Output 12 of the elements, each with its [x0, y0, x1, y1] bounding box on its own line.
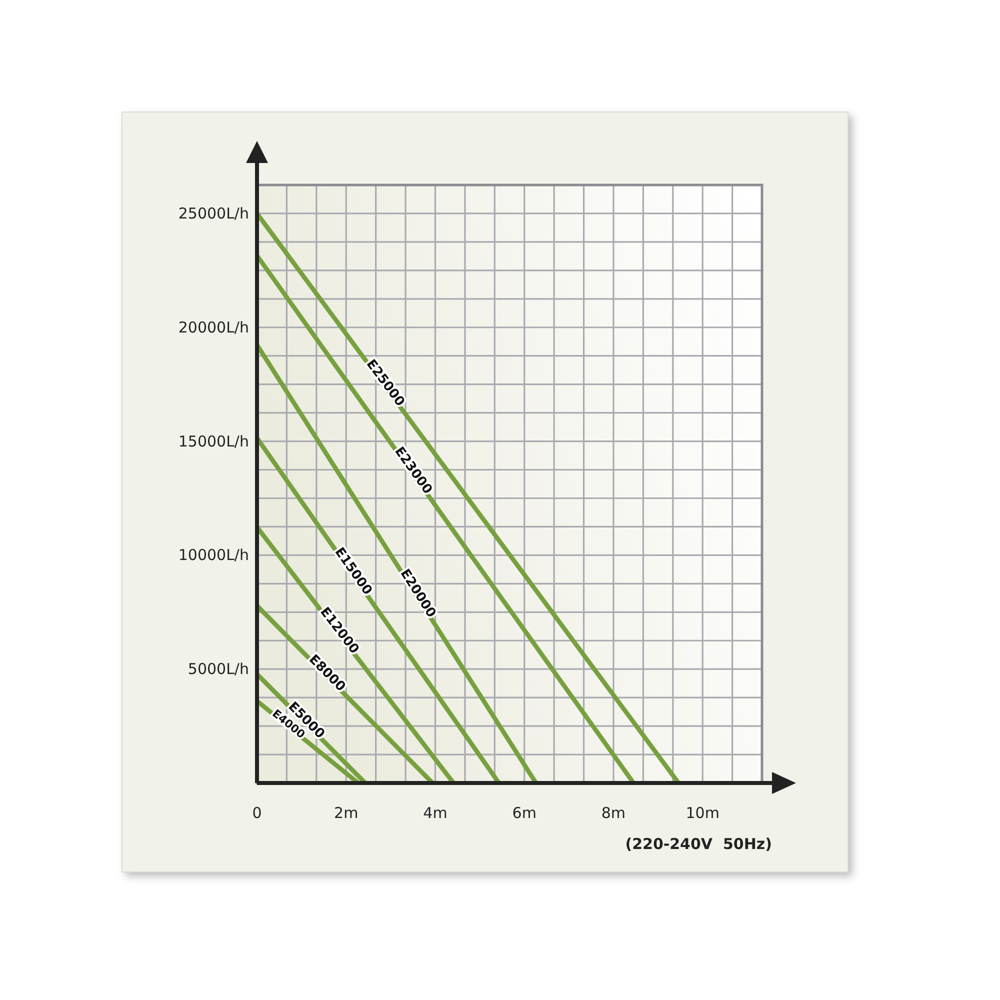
x-tick-label: 0 — [252, 804, 262, 822]
x-tick-label: 6m — [512, 804, 536, 822]
y-tick-label: 10000L/h — [178, 546, 249, 564]
x-tick-label: 10m — [686, 804, 720, 822]
x-tick-label: 4m — [423, 804, 448, 822]
y-tick-label: 25000L/h — [178, 204, 249, 222]
x-tick-label: 8m — [601, 804, 626, 822]
x-axis-title: (220-240V 50Hz) — [625, 835, 772, 853]
x-tick-label: 2m — [334, 804, 358, 822]
y-tick-label: 5000L/h — [188, 660, 249, 678]
y-tick-label: 20000L/h — [178, 318, 249, 336]
y-tick-label: 15000L/h — [178, 432, 249, 450]
